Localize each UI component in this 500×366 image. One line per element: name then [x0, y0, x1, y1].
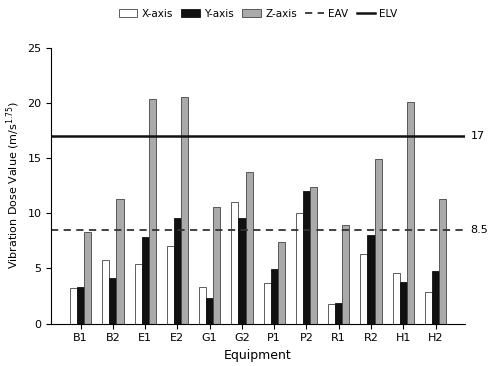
- Bar: [238, 217, 246, 324]
- Bar: [270, 269, 278, 324]
- ELV: [78, 134, 84, 138]
- Bar: [77, 287, 84, 324]
- Bar: [303, 191, 310, 324]
- Bar: [407, 102, 414, 324]
- Bar: [148, 100, 156, 324]
- Bar: [174, 217, 181, 324]
- Bar: [102, 259, 110, 324]
- Bar: [134, 264, 141, 324]
- Bar: [278, 242, 285, 324]
- Bar: [328, 304, 335, 324]
- Bar: [296, 213, 303, 324]
- Bar: [199, 287, 206, 324]
- Y-axis label: Vibration Dose Value (m/s$^{1.75}$): Vibration Dose Value (m/s$^{1.75}$): [4, 102, 22, 269]
- Bar: [70, 288, 77, 324]
- Bar: [342, 225, 349, 324]
- EAV: [78, 228, 84, 232]
- Legend: X-axis, Y-axis, Z-axis, EAV, ELV: X-axis, Y-axis, Z-axis, EAV, ELV: [118, 9, 398, 19]
- Bar: [206, 298, 213, 324]
- Bar: [374, 159, 382, 324]
- Bar: [425, 292, 432, 324]
- Bar: [167, 246, 174, 324]
- Bar: [264, 283, 270, 324]
- Bar: [232, 202, 238, 324]
- Bar: [439, 199, 446, 324]
- Bar: [213, 206, 220, 324]
- X-axis label: Equipment: Equipment: [224, 349, 292, 362]
- Bar: [392, 273, 400, 324]
- Bar: [400, 281, 407, 324]
- Bar: [335, 303, 342, 324]
- Bar: [368, 235, 374, 324]
- EAV: [110, 228, 116, 232]
- Bar: [181, 97, 188, 324]
- Bar: [360, 254, 368, 324]
- Bar: [310, 187, 317, 324]
- Text: 8.5: 8.5: [470, 225, 488, 235]
- ELV: [110, 134, 116, 138]
- Bar: [432, 270, 439, 324]
- Bar: [110, 278, 116, 324]
- Bar: [142, 238, 148, 324]
- Bar: [84, 232, 92, 324]
- Text: 17: 17: [470, 131, 484, 141]
- Bar: [246, 172, 252, 324]
- Bar: [116, 199, 123, 324]
